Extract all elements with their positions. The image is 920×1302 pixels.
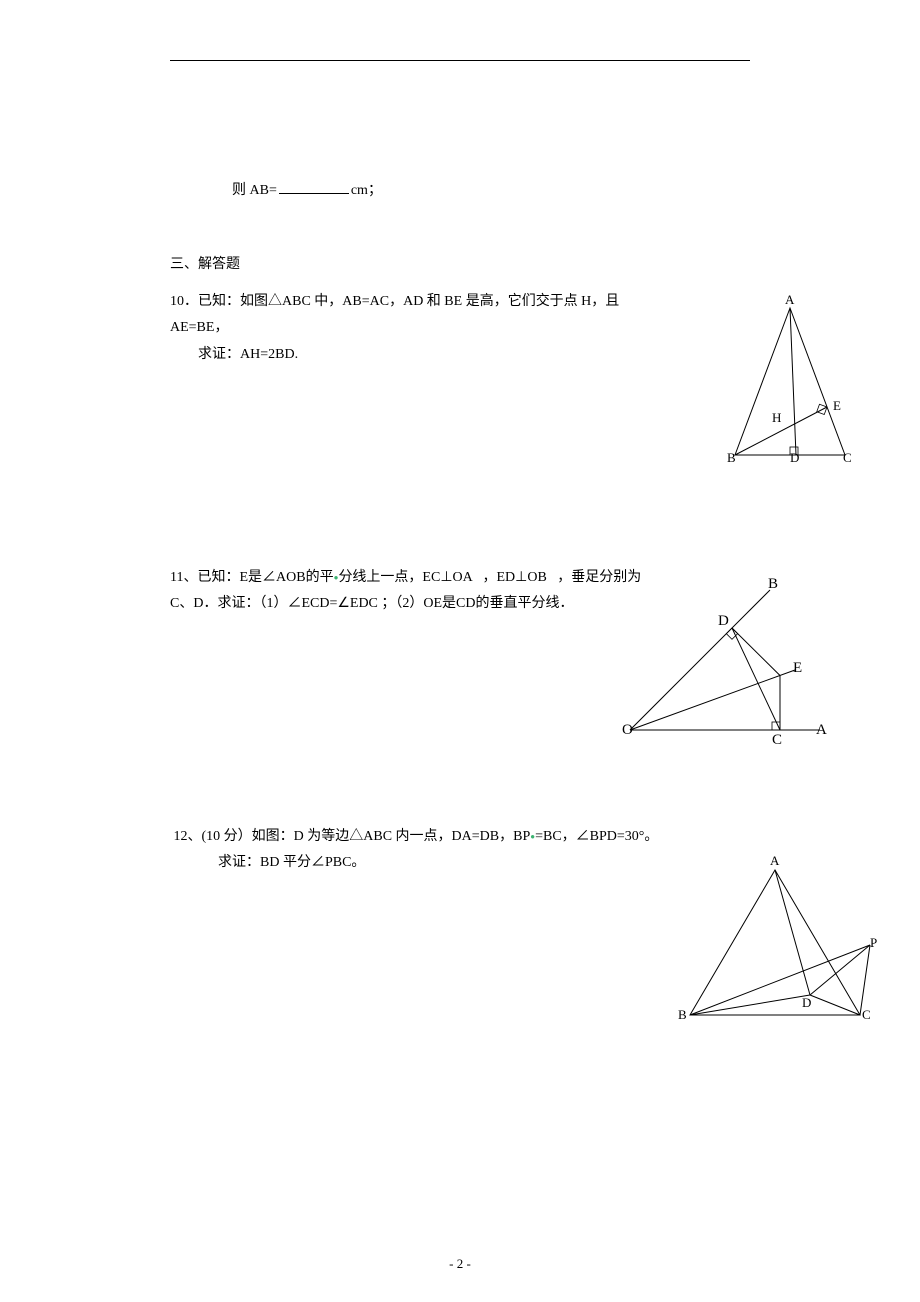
q10-label-c: C (843, 450, 852, 466)
q10-line1: 10．已知：如图△ABC 中，AB=AC，AD 和 BE 是高，它们交于点 H，… (170, 289, 750, 316)
q11-line1-b: 分线上一点，EC⊥OA ，ED⊥OB ，垂足分别为 (338, 570, 641, 585)
q10-label-h: H (772, 410, 781, 426)
q12-label-p: P (870, 935, 877, 951)
q12-line2: 求证：BD 平分∠PBC。 (170, 850, 750, 877)
q10-line2: AE=BE， (170, 315, 750, 342)
q10-svg (725, 300, 855, 470)
q11-line1-a: 11、已知：E是∠AOB的平 (170, 570, 334, 585)
q12-label-d: D (802, 995, 811, 1011)
q12-label-c: C (862, 1007, 871, 1023)
q12-line1: 12、(10 分）如图：D 为等边△ABC 内一点，DA=DB，BP●=BC，∠… (170, 824, 750, 851)
q10-figure: A B C D E H (725, 300, 855, 470)
q12-label-b: B (678, 1007, 687, 1023)
q11-label-c: C (772, 732, 782, 749)
q9-blank (279, 179, 349, 194)
page: 则 AB= cm； 三、解答题 10．已知：如图△ABC 中，AB=AC，AD 和… (0, 0, 920, 1302)
page-number: - 2 - (0, 1256, 920, 1272)
q10-label-e: E (833, 398, 841, 414)
q11-figure: O A B C D E (620, 580, 830, 750)
q12-line1-b: =BC，∠BPD=30°。 (535, 829, 658, 844)
section-3-title: 三、解答题 (170, 253, 750, 273)
q10-label-b: B (727, 450, 736, 466)
q10: 10．已知：如图△ABC 中，AB=AC，AD 和 BE 是高，它们交于点 H，… (170, 289, 750, 369)
q11-label-b: B (768, 576, 778, 593)
q11-label-d: D (718, 613, 729, 630)
q9-line: 则 AB= cm； (170, 151, 750, 231)
q10-line3: 求证：AH=2BD. (170, 342, 750, 369)
q12-figure: A B C D P (680, 855, 880, 1025)
q12: 12、(10 分）如图：D 为等边△ABC 内一点，DA=DB，BP●=BC，∠… (170, 824, 750, 877)
q12-svg (680, 855, 880, 1025)
q11-label-e: E (793, 660, 802, 677)
q10-label-a: A (785, 292, 794, 308)
q9-prefix: 则 AB= (232, 183, 277, 198)
q11-label-o: O (622, 722, 633, 739)
q9-suffix: cm； (351, 183, 382, 198)
q10-label-d: D (790, 450, 799, 466)
q12-line1-a: 12、(10 分）如图：D 为等边△ABC 内一点，DA=DB，BP (170, 829, 530, 844)
spacer-1 (170, 369, 750, 559)
header-rule (170, 60, 750, 61)
q11-label-a: A (816, 722, 827, 739)
q12-label-a: A (770, 853, 779, 869)
